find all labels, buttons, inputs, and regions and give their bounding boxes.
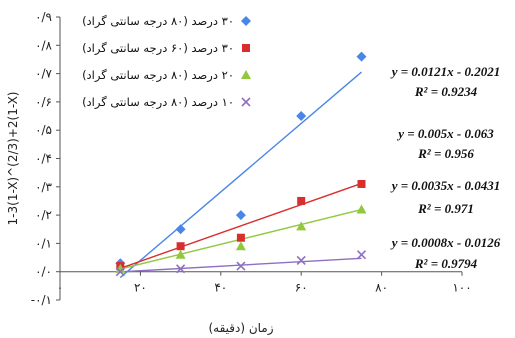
x-tick-label: ۸۰ <box>375 281 388 295</box>
x-tick-label: ۰ <box>57 281 63 295</box>
y-tick-label: ۰/۷ <box>35 67 52 81</box>
data-point <box>115 263 126 273</box>
y-tick-label: ۰/۴ <box>35 152 52 166</box>
y-tick-label: ۰/۶ <box>35 95 52 109</box>
trendline <box>119 71 362 279</box>
data-point <box>357 179 366 188</box>
y-tick-label: ۰/۱ <box>35 236 52 250</box>
y-tick-label: -۰/۱ <box>31 293 52 307</box>
data-point <box>297 196 306 205</box>
data-point <box>176 242 185 251</box>
data-point-stroke <box>356 250 367 260</box>
data-point-stroke <box>236 261 246 271</box>
trendline-equation: y = 0.0121x - 0.2021 <box>390 64 501 79</box>
data-point <box>235 241 246 251</box>
data-point-stroke <box>241 97 251 107</box>
y-tick-label: ۰/۳ <box>35 180 52 194</box>
y-tick-label: ۰/۵ <box>35 123 52 137</box>
trendline-r-squared: R² = 0.9234 <box>414 84 478 99</box>
data-point <box>236 261 246 271</box>
x-tick-label: ۲۰ <box>134 281 147 295</box>
data-point-stroke <box>176 264 186 274</box>
data-point <box>356 204 367 214</box>
x-tick-label: ۶۰ <box>295 281 308 295</box>
trendline-equation: y = 0.0008x - 0.0126 <box>390 235 501 250</box>
y-tick-label: ۰/۰ <box>35 265 52 279</box>
data-point <box>241 97 251 107</box>
y-tick-label: ۰/۸ <box>35 38 52 52</box>
legend-label: ۳۰ درصد (۶۰ درجه سانتی گراد) <box>82 41 234 56</box>
x-tick-label: ۴۰ <box>214 281 227 295</box>
legend-label: ۱۰ درصد (۸۰ درجه سانتی گراد) <box>82 95 234 110</box>
data-point-stroke <box>296 255 306 265</box>
data-point <box>241 70 251 79</box>
data-point <box>236 233 245 242</box>
y-tick-label: ۰/۹ <box>35 10 52 24</box>
data-point <box>235 210 246 221</box>
trendline-equation: y = 0.005x - 0.063 <box>396 126 494 141</box>
legend-label: ۲۰ درصد (۸۰ درجه سانتی گراد) <box>82 68 234 83</box>
data-point <box>241 16 251 26</box>
data-point <box>175 224 186 235</box>
data-point <box>175 249 186 259</box>
trendline <box>120 182 362 269</box>
tick-labels: -۰/۱ ۰/۰ ۰/۱ ۰/۲ ۰/۳ ۰/۴ ۰/۵ ۰/۶ ۰/۷ ۰/۸ ۰/۹ ۰ ۲۰ ۴۰ ۶… <box>31 10 472 307</box>
data-point-stroke <box>115 267 125 277</box>
legend: ۳۰ درصد (۸۰ درجه سانتی گراد) ۳۰ درصد (۶۰ … <box>82 14 251 110</box>
data-point <box>115 267 125 277</box>
trendline-r-squared: R² = 0.971 <box>417 201 474 216</box>
data-points <box>115 51 367 277</box>
data-point <box>296 255 306 265</box>
trendline-equations: y = 0.0121x - 0.2021 R² = 0.9234 y = 0.005… <box>390 64 501 271</box>
data-point <box>242 44 250 52</box>
trendline-r-squared: R² = 0.956 <box>417 146 474 161</box>
data-point <box>356 51 367 62</box>
trendline-equation: y = 0.0035x - 0.0431 <box>390 178 501 193</box>
y-tick-label: ۰/۲ <box>35 208 52 222</box>
legend-label: ۳۰ درصد (۸۰ درجه سانتی گراد) <box>82 14 234 29</box>
y-axis-title: 1-3(1-X)^(2/3)+2(1-X) <box>6 92 20 226</box>
data-point <box>356 250 367 260</box>
x-tick-label: ۱۰۰ <box>452 281 471 295</box>
data-point <box>176 264 186 274</box>
trendline-r-squared: R² = 0.9794 <box>414 256 478 271</box>
data-point <box>296 111 307 122</box>
data-point <box>296 221 307 231</box>
x-axis-title: زمان (دقیقه) <box>208 321 273 336</box>
